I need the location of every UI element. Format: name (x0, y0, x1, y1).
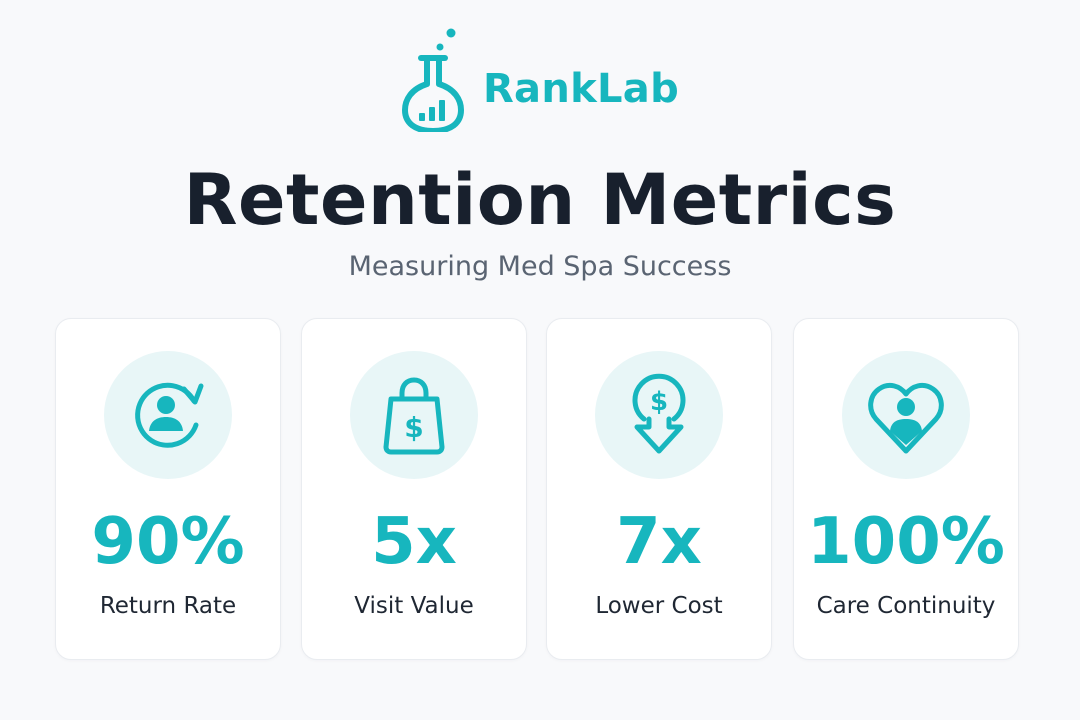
icon-badge (104, 351, 232, 479)
dollar-down-arrow-icon: $ (632, 373, 686, 454)
metric-value: 100% (807, 505, 1005, 579)
icon-badge: $ (350, 351, 478, 479)
user-refresh-icon (135, 382, 204, 448)
icon-badge (842, 351, 970, 479)
metric-label: Care Continuity (816, 593, 996, 619)
flask-bar-chart-icon (401, 28, 464, 132)
metric-card-return-rate: 90% Return Rate (55, 318, 281, 660)
svg-text:$: $ (650, 387, 668, 417)
metric-card-visit-value: $ 5x Visit Value (301, 318, 527, 660)
icon-badge: $ (595, 351, 723, 479)
metric-label: Lower Cost (595, 593, 723, 619)
metric-card-care-continuity: 100% Care Continuity (793, 318, 1019, 660)
heart-user-icon (868, 382, 944, 454)
metric-label: Visit Value (354, 593, 474, 619)
brand-header: RankLab (0, 22, 1080, 132)
metric-value: 7x (616, 505, 702, 579)
metric-cards: 90% Return Rate $ 5x Visit Value $ 7x Lo… (0, 318, 1080, 660)
page-subtitle: Measuring Med Spa Success (348, 251, 732, 282)
page-title: Retention Metrics (183, 159, 897, 241)
metric-value: 5x (371, 505, 457, 579)
shopping-bag-dollar-icon: $ (383, 377, 445, 455)
brand-name: RankLab (482, 66, 680, 112)
metric-label: Return Rate (99, 593, 237, 619)
svg-text:$: $ (404, 411, 423, 444)
metric-value: 90% (91, 505, 245, 579)
metric-card-lower-cost: $ 7x Lower Cost (546, 318, 772, 660)
